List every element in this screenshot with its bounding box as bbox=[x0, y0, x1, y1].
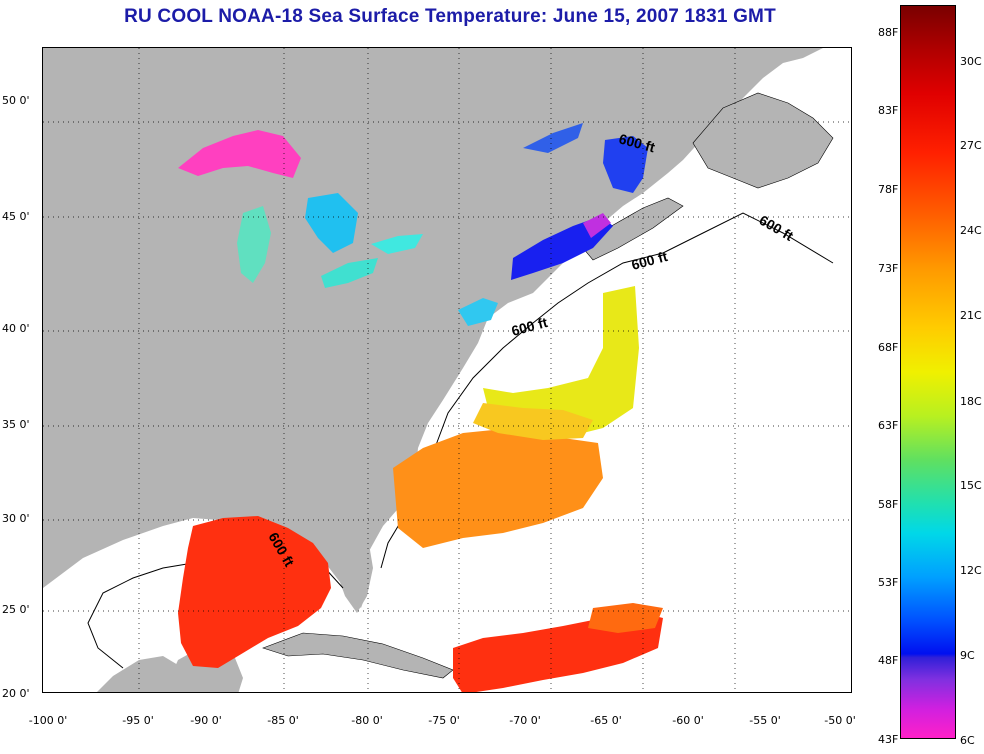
warm-caribbean-red bbox=[453, 613, 663, 692]
colorbar-label-58f: 58F bbox=[878, 498, 899, 511]
lon-tick-65: -65 0' bbox=[590, 714, 622, 727]
sst-map: 600 ft 600 ft 600 ft 600 ft 600 ft bbox=[42, 47, 852, 693]
lon-tick-85: -85 0' bbox=[267, 714, 299, 727]
lake-ontario bbox=[371, 234, 423, 254]
colorbar-label-18c: 18C bbox=[960, 395, 982, 408]
colorbar-label-68f: 68F bbox=[878, 341, 899, 354]
colorbar-label-73f: 73F bbox=[878, 262, 899, 275]
lat-tick-35: 35 0' bbox=[2, 418, 30, 431]
lon-tick-70: -70 0' bbox=[509, 714, 541, 727]
lat-tick-20: 20 0' bbox=[2, 687, 30, 700]
lon-tick-60: -60 0' bbox=[672, 714, 704, 727]
colorbar-label-6c: 6C bbox=[960, 734, 975, 747]
lon-tick-90: -90 0' bbox=[190, 714, 222, 727]
map-title: RU COOL NOAA-18 Sea Surface Temperature:… bbox=[124, 6, 776, 27]
gulf-maine-purple bbox=[583, 213, 611, 238]
lon-tick-100: -100 0' bbox=[28, 714, 68, 727]
colorbar-label-63f: 63F bbox=[878, 419, 899, 432]
lon-tick-55: -55 0' bbox=[749, 714, 781, 727]
warm-gulf-red bbox=[178, 516, 331, 668]
colorbar-label-83f: 83F bbox=[878, 104, 899, 117]
lat-tick-45: 45 0' bbox=[2, 210, 30, 223]
colorbar-label-88f: 88F bbox=[878, 26, 899, 39]
colorbar-label-9c: 9C bbox=[960, 649, 975, 662]
colorbar-label-24c: 24C bbox=[960, 224, 982, 237]
mid-atlantic-bight-sst bbox=[458, 298, 498, 326]
gulf-of-maine-sst bbox=[511, 216, 613, 280]
lon-tick-80: -80 0' bbox=[351, 714, 383, 727]
colorbar-label-43f: 43F bbox=[878, 733, 899, 746]
warm-atlantic-yellow bbox=[483, 286, 639, 438]
lat-tick-25: 25 0' bbox=[2, 603, 30, 616]
colorbar-label-30c: 30C bbox=[960, 55, 982, 68]
colorbar-label-48f: 48F bbox=[878, 654, 899, 667]
nova-scotia bbox=[582, 197, 684, 261]
warm-atlantic-orange bbox=[393, 428, 603, 548]
lat-tick-50: 50 0' bbox=[2, 94, 30, 107]
gulf-st-lawrence-sst bbox=[603, 136, 648, 193]
colorbar-label-15c: 15C bbox=[960, 479, 982, 492]
lake-huron bbox=[305, 193, 358, 253]
cuba bbox=[262, 632, 454, 679]
warm-atlantic-yellow-2 bbox=[473, 403, 593, 440]
florida bbox=[333, 518, 373, 613]
st-lawrence-estuary-sst bbox=[523, 123, 583, 153]
graticule bbox=[43, 48, 851, 692]
map-canvas: 600 ft 600 ft 600 ft 600 ft 600 ft bbox=[43, 48, 851, 692]
lake-superior bbox=[178, 130, 301, 178]
colorbar-label-21c: 21C bbox=[960, 309, 982, 322]
lake-michigan bbox=[237, 206, 271, 283]
lake-erie bbox=[321, 258, 378, 288]
lon-tick-75: -75 0' bbox=[428, 714, 460, 727]
lat-tick-30: 30 0' bbox=[2, 512, 30, 525]
colorbar-label-27c: 27C bbox=[960, 139, 982, 152]
temperature-colorbar bbox=[900, 5, 956, 739]
colorbar-label-53f: 53F bbox=[878, 576, 899, 589]
colorbar-label-78f: 78F bbox=[878, 183, 899, 196]
lon-tick-50: -50 0' bbox=[824, 714, 856, 727]
lon-tick-95: -95 0' bbox=[122, 714, 154, 727]
colorbar-label-12c: 12C bbox=[960, 564, 982, 577]
lat-tick-40: 40 0' bbox=[2, 322, 30, 335]
caribbean-orange bbox=[588, 603, 663, 633]
newfoundland bbox=[692, 92, 834, 189]
